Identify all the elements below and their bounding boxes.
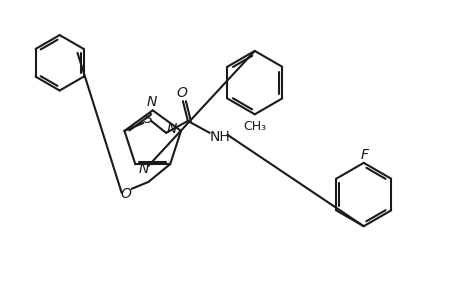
Text: NH: NH bbox=[209, 130, 230, 144]
Text: O: O bbox=[177, 86, 187, 100]
Text: O: O bbox=[120, 187, 131, 201]
Text: N: N bbox=[147, 95, 157, 110]
Text: F: F bbox=[361, 148, 369, 162]
Text: S: S bbox=[144, 112, 153, 126]
Text: N: N bbox=[167, 122, 177, 136]
Text: N: N bbox=[139, 162, 149, 176]
Text: CH₃: CH₃ bbox=[243, 120, 266, 133]
